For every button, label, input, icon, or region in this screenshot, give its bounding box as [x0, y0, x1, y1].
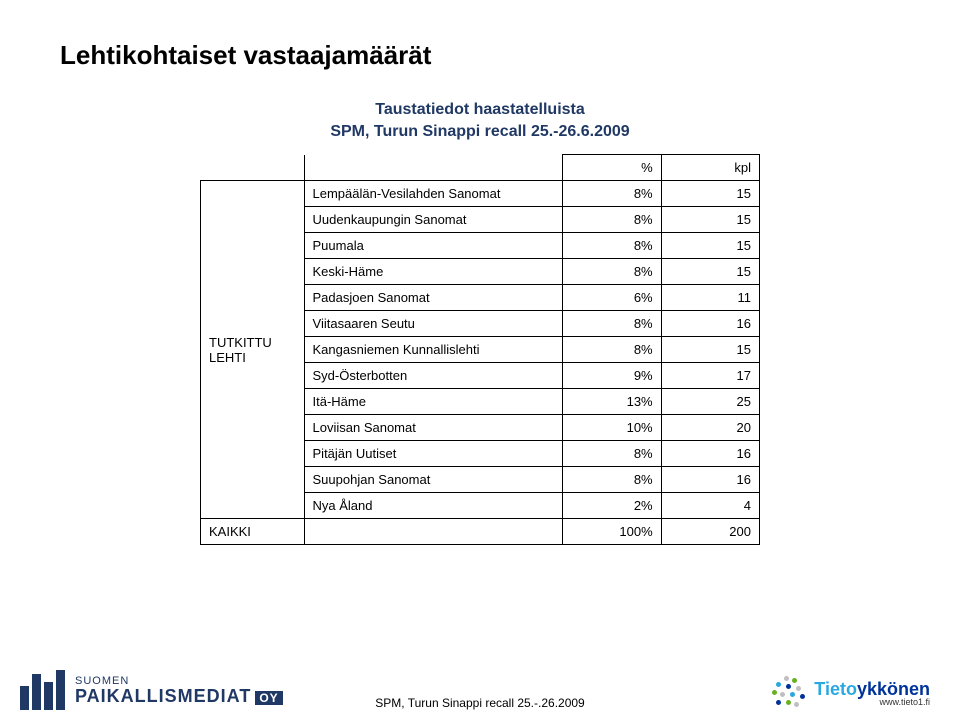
total-label: KAIKKI — [201, 519, 305, 545]
logo-right-url: www.tieto1.fi — [814, 698, 930, 707]
logo-oy: OY — [255, 691, 282, 705]
row-name: Padasjoen Sanomat — [304, 285, 563, 311]
header-kpl: kpl — [661, 155, 759, 181]
subtitle-line2: SPM, Turun Sinappi recall 25.-26.6.2009 — [330, 123, 629, 140]
row-kpl: 4 — [661, 493, 759, 519]
subtitle: Taustatiedot haastatelluista SPM, Turun … — [60, 99, 900, 142]
row-name: Uudenkaupungin Sanomat — [304, 207, 563, 233]
logo-tietoykkonen: Tietoykkönen www.tieto1.fi — [772, 676, 930, 710]
row-kpl: 25 — [661, 389, 759, 415]
dots-icon — [772, 676, 806, 710]
row-name: Viitasaaren Seutu — [304, 311, 563, 337]
row-kpl: 15 — [661, 233, 759, 259]
row-name: Puumala — [304, 233, 563, 259]
row-kpl: 15 — [661, 337, 759, 363]
row-name: Lempäälän-Vesilahden Sanomat — [304, 181, 563, 207]
logo-line2: PAIKALLISMEDIAT — [75, 687, 251, 705]
row-name: Nya Åland — [304, 493, 563, 519]
row-pct: 8% — [563, 207, 661, 233]
row-kpl: 15 — [661, 181, 759, 207]
row-name: Pitäjän Uutiset — [304, 441, 563, 467]
row-kpl: 20 — [661, 415, 759, 441]
row-kpl: 16 — [661, 467, 759, 493]
logo-paikallismediat: SUOMEN PAIKALLISMEDIAT OY — [20, 670, 283, 710]
total-kpl: 200 — [661, 519, 759, 545]
table-header-row: % kpl — [201, 155, 760, 181]
row-name: Keski-Häme — [304, 259, 563, 285]
footer-center-text: SPM, Turun Sinappi recall 25.-.26.2009 — [375, 696, 584, 710]
row-pct: 10% — [563, 415, 661, 441]
page-title: Lehtikohtaiset vastaajamäärät — [60, 40, 900, 71]
table-total-row: KAIKKI 100% 200 — [201, 519, 760, 545]
logo-right-part2: ykkönen — [857, 679, 930, 699]
row-kpl: 16 — [661, 311, 759, 337]
row-name: Kangasniemen Kunnallislehti — [304, 337, 563, 363]
row-pct: 8% — [563, 311, 661, 337]
row-pct: 8% — [563, 467, 661, 493]
row-kpl: 17 — [661, 363, 759, 389]
row-kpl: 15 — [661, 207, 759, 233]
row-kpl: 15 — [661, 259, 759, 285]
row-pct: 9% — [563, 363, 661, 389]
row-name: Suupohjan Sanomat — [304, 467, 563, 493]
row-pct: 6% — [563, 285, 661, 311]
logo-line1: SUOMEN — [75, 676, 283, 687]
row-pct: 8% — [563, 233, 661, 259]
subtitle-line1: Taustatiedot haastatelluista — [375, 101, 585, 118]
row-pct: 8% — [563, 441, 661, 467]
row-name: Loviisan Sanomat — [304, 415, 563, 441]
row-pct: 13% — [563, 389, 661, 415]
row-pct: 8% — [563, 259, 661, 285]
footer: SUOMEN PAIKALLISMEDIAT OY SPM, Turun Sin… — [0, 650, 960, 720]
row-pct: 2% — [563, 493, 661, 519]
logo-right-part1: Tieto — [814, 679, 857, 699]
row-name: Itä-Häme — [304, 389, 563, 415]
row-kpl: 16 — [661, 441, 759, 467]
bars-icon — [20, 670, 65, 710]
row-kpl: 11 — [661, 285, 759, 311]
row-pct: 8% — [563, 181, 661, 207]
total-pct: 100% — [563, 519, 661, 545]
category-label: TUTKITTU LEHTI — [201, 181, 305, 519]
table-row: TUTKITTU LEHTI Lempäälän-Vesilahden Sano… — [201, 181, 760, 207]
data-table: % kpl TUTKITTU LEHTI Lempäälän-Vesilahde… — [200, 154, 760, 545]
row-pct: 8% — [563, 337, 661, 363]
header-pct: % — [563, 155, 661, 181]
row-name: Syd-Österbotten — [304, 363, 563, 389]
